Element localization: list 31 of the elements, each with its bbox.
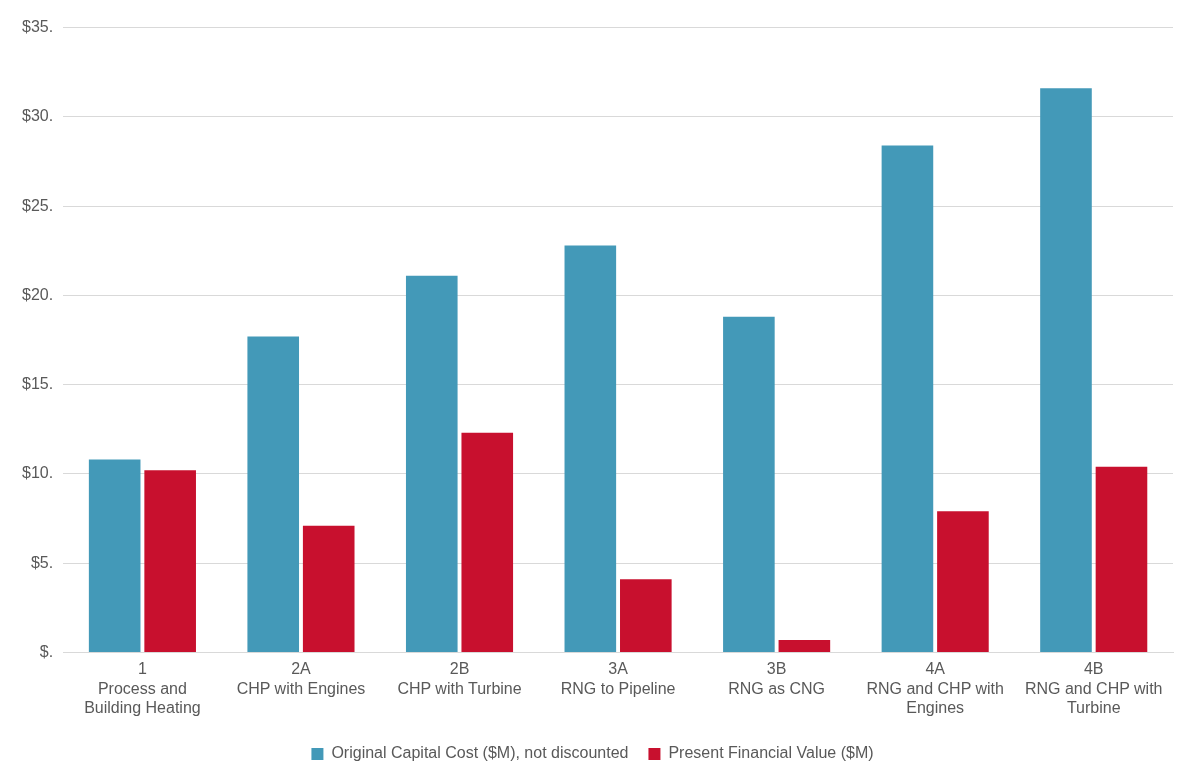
bar — [937, 511, 989, 652]
bar — [1040, 88, 1092, 652]
y-tick-label: $15. — [22, 375, 54, 393]
y-tick-label: $. — [39, 642, 54, 660]
bar — [723, 316, 775, 652]
y-tick-label: $30. — [22, 107, 54, 125]
x-tick-label: 4B RNG and CHP with Turbine — [1024, 660, 1163, 716]
bar — [620, 579, 672, 652]
y-tick-label: $5. — [30, 553, 54, 571]
y-tick-label: $25. — [22, 196, 54, 214]
y-tick-label: $35. — [22, 18, 54, 36]
bar — [302, 525, 355, 652]
x-tick-label: 3B RNG as CNG — [728, 660, 826, 697]
bar — [88, 459, 141, 652]
bar — [461, 432, 514, 652]
x-tick-label: 3A RNG to Pipeline — [560, 660, 676, 697]
x-tick-label: 1 Process and Building Heating — [84, 660, 201, 716]
y-tick-label: $20. — [22, 285, 54, 303]
bar — [144, 470, 196, 652]
x-tick-label: 4A RNG and CHP with Engines — [866, 660, 1004, 716]
legend-label: Original Capital Cost ($M), not discounted — [331, 744, 629, 762]
bar — [1095, 466, 1148, 652]
bar — [881, 145, 934, 652]
x-tick-label: 2A CHP with Engines — [236, 660, 366, 697]
bar — [247, 336, 300, 652]
x-tick-label: 2B CHP with Turbine — [397, 660, 522, 697]
y-tick-label: $10. — [22, 464, 54, 482]
bar — [564, 245, 617, 652]
bar — [405, 275, 458, 652]
legend-label: Present Financial Value ($M) — [668, 744, 874, 762]
bar — [778, 639, 831, 652]
